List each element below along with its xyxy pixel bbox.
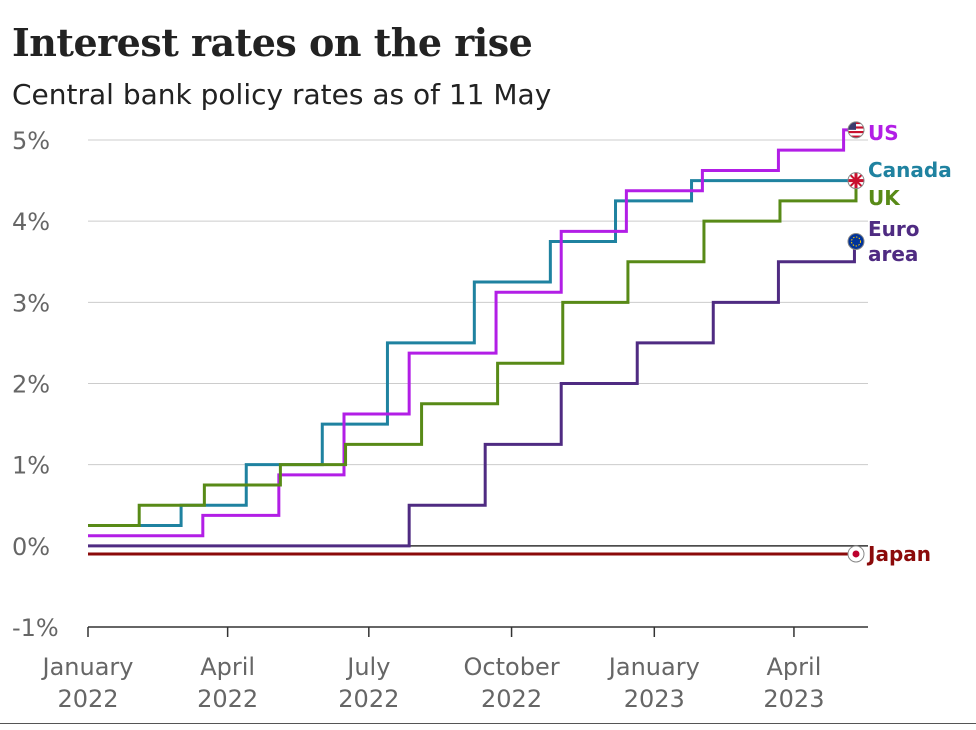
x-tick-label: April 2023 [763, 653, 824, 713]
series-line-us [88, 128, 856, 538]
series-line-canada [88, 179, 856, 528]
chart-subtitle: Central bank policy rates as of 11 May [12, 78, 552, 111]
y-tick-label: 3% [12, 289, 50, 317]
x-tick-label-line: 2022 [481, 685, 542, 713]
us-flag-icon [847, 121, 865, 139]
x-tick-label: April 2022 [197, 653, 258, 713]
x-tick-label-line: 2023 [624, 685, 685, 713]
y-axis-ticks: 5% 4% 3% 2% 1% 0% -1% [12, 127, 59, 642]
footer-divider [0, 723, 976, 724]
series-label-us: US [868, 121, 899, 145]
series-label-line: Canada [868, 158, 952, 182]
x-tick-label-line: 2022 [57, 685, 118, 713]
x-tick-label-line: 2022 [197, 685, 258, 713]
y-tick-label: 0% [12, 533, 50, 561]
eu-flag-icon [847, 232, 865, 250]
series-label-japan: Japan [866, 542, 931, 566]
y-tick-label: 4% [12, 208, 50, 236]
x-tick-label-line: January [607, 653, 700, 681]
y-tick-label: 2% [12, 371, 50, 399]
x-tick-label-line: 2023 [763, 685, 824, 713]
x-tick-label-line: April [767, 653, 822, 681]
x-tick-label: January 2022 [41, 653, 134, 713]
x-tick-label-line: July [345, 653, 390, 681]
series-line-euro-area [88, 239, 856, 548]
series-label-canada: Canada [868, 158, 952, 182]
end-markers [847, 121, 865, 563]
x-tick-label-line: January [41, 653, 134, 681]
series-label-line: Euro [868, 217, 920, 241]
series-label-line: Japan [866, 542, 931, 566]
series-label-uk: UK [868, 186, 901, 210]
y-tick-label: -1% [12, 614, 59, 642]
x-tick-label: July 2022 [338, 653, 399, 713]
japan-flag-icon [847, 545, 865, 563]
series-label-line: UK [868, 186, 901, 210]
y-tick-label: 1% [12, 452, 50, 480]
x-tick-label-line: April [200, 653, 255, 681]
series-label-line: US [868, 121, 899, 145]
x-tick-label-line: 2022 [338, 685, 399, 713]
y-tick-label: 5% [12, 127, 50, 155]
uk-flag-icon [847, 172, 865, 190]
series-lines [88, 128, 858, 556]
series-label-euro-area: Euro area [868, 217, 920, 266]
chart-title: Interest rates on the rise [12, 20, 533, 65]
x-tick-label: October 2022 [464, 653, 560, 713]
series-labels: Canada US UK Euro area Japan [866, 121, 952, 566]
series-line-uk [88, 180, 858, 528]
series-label-line: area [868, 242, 918, 266]
x-tick-label: January 2023 [607, 653, 700, 713]
x-tick-label-line: October [464, 653, 560, 681]
